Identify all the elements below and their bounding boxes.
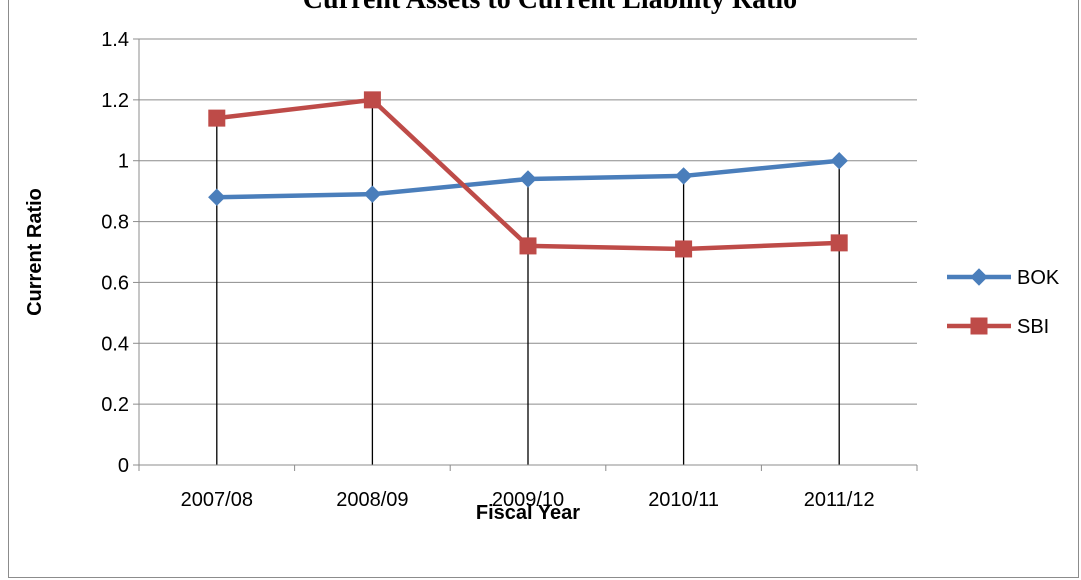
y-tick-label: 0.6 bbox=[101, 272, 129, 294]
y-axis-title: Current Ratio bbox=[24, 188, 46, 316]
legend-marker bbox=[970, 317, 988, 335]
axes bbox=[133, 38, 918, 471]
y-tick-label: 1 bbox=[118, 151, 129, 173]
series-sbi bbox=[208, 91, 848, 258]
x-tick-label: 2007/08 bbox=[181, 489, 253, 511]
data-point bbox=[674, 167, 693, 185]
data-point bbox=[208, 109, 226, 127]
legend-marker bbox=[970, 268, 988, 286]
data-point bbox=[519, 170, 537, 188]
legend: BOK SBI bbox=[947, 267, 1060, 338]
y-tick-label: 0.8 bbox=[101, 212, 129, 234]
drop-lines bbox=[216, 99, 840, 465]
legend-label: BOK bbox=[1017, 267, 1060, 289]
x-tick-label: 2011/12 bbox=[804, 489, 875, 511]
data-point bbox=[830, 152, 848, 170]
y-tick-label: 0.2 bbox=[101, 394, 129, 416]
chart-title: Current Assets to Current Liability Rati… bbox=[303, 0, 797, 15]
y-tick-label: 1.2 bbox=[101, 90, 129, 112]
data-point bbox=[363, 185, 382, 203]
legend-item: BOK bbox=[947, 267, 1060, 289]
data-point bbox=[363, 91, 381, 109]
series-group bbox=[208, 91, 848, 258]
x-tick-label: 2009/10 bbox=[492, 489, 564, 511]
chart-frame bbox=[8, 0, 1079, 578]
data-point bbox=[208, 188, 226, 206]
tick-labels: 0 0.2 0.4 0.6 0.8 1 1.2 1.4 2007/08 2008/09 2009/1… bbox=[101, 29, 874, 511]
x-axis-title: Fiscal Year bbox=[476, 502, 580, 524]
y-tick-label: 0 bbox=[118, 455, 129, 477]
legend-label: SBI bbox=[1017, 316, 1049, 338]
data-point bbox=[519, 237, 537, 255]
y-tick-label: 0.4 bbox=[101, 333, 129, 355]
series-bok bbox=[208, 152, 848, 206]
data-point bbox=[830, 234, 848, 252]
y-tick-label: 1.4 bbox=[101, 29, 129, 51]
x-tick-label: 2008/09 bbox=[336, 489, 408, 511]
data-point bbox=[675, 240, 693, 258]
x-tick-label: 2010/11 bbox=[648, 489, 719, 511]
legend-item: SBI bbox=[947, 316, 1049, 338]
